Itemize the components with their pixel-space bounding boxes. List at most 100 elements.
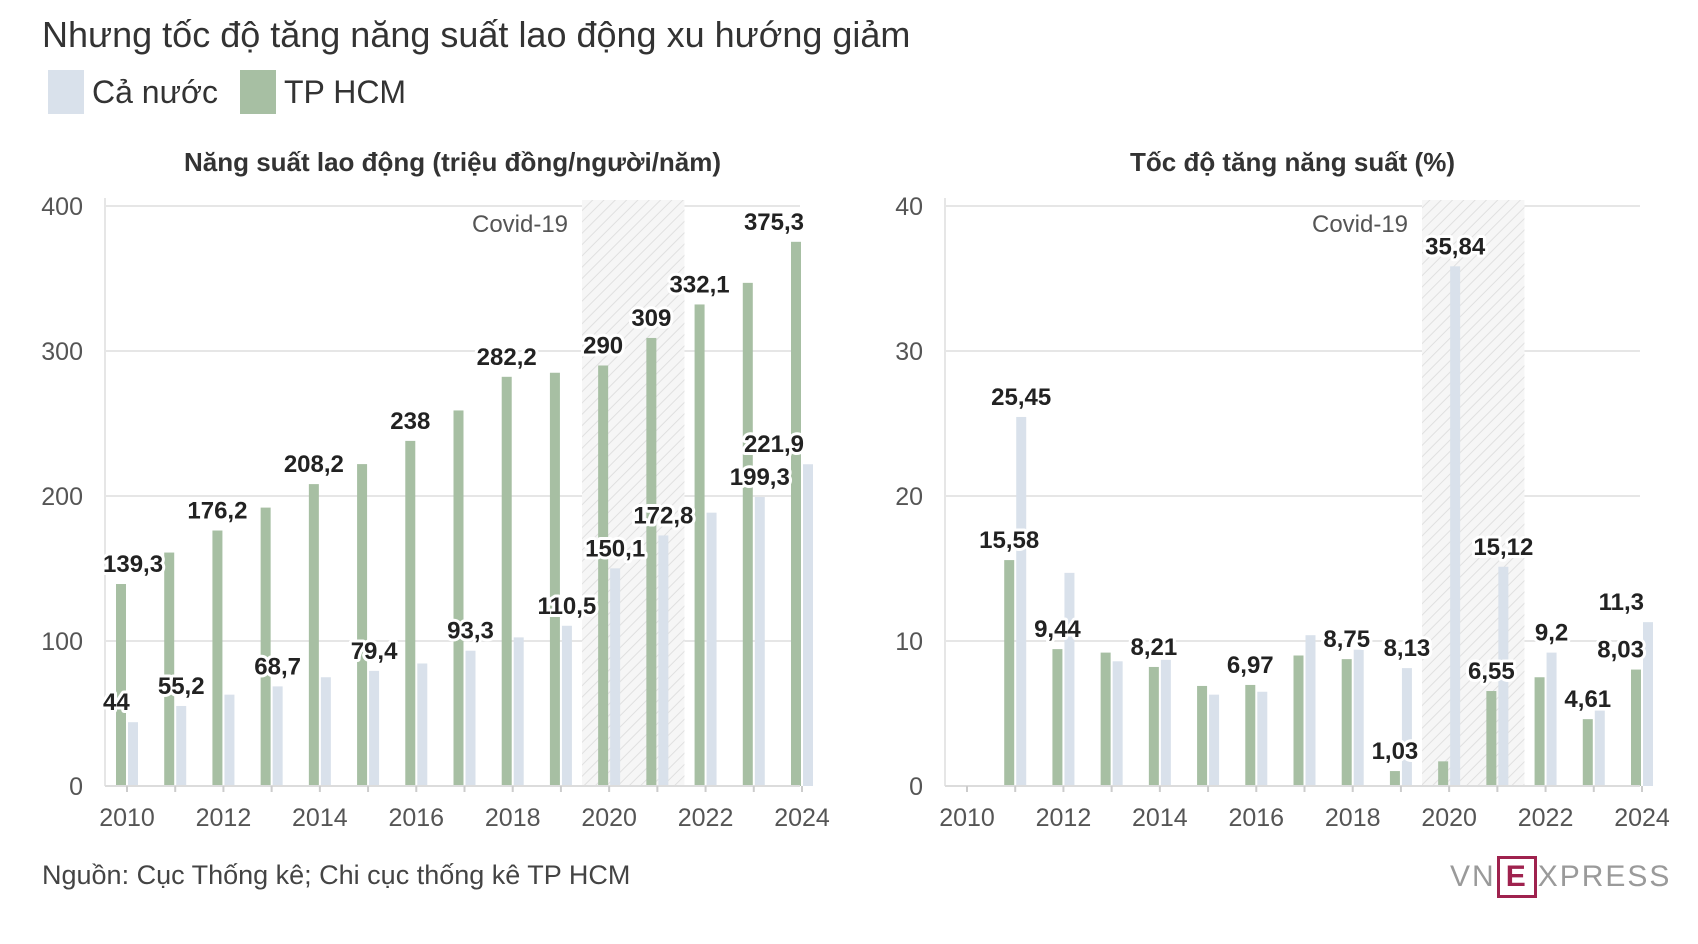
data-label: 9,2 bbox=[1535, 620, 1568, 647]
bar-national-2015 bbox=[369, 670, 380, 786]
bar-national-2022 bbox=[1546, 652, 1557, 786]
bar-national-2017 bbox=[465, 650, 476, 786]
x-tick-label: 2024 bbox=[774, 804, 830, 832]
logo-text-right: XPRESS bbox=[1537, 860, 1672, 893]
source-note: Nguồn: Cục Thống kê; Chi cục thống kê TP… bbox=[42, 860, 631, 890]
data-label: 6,97 bbox=[1227, 652, 1274, 679]
legend-swatch-hcm bbox=[240, 70, 276, 114]
legend-label-hcm: TP HCM bbox=[284, 73, 407, 110]
data-label: 238 bbox=[390, 408, 430, 435]
data-label: 8,13 bbox=[1384, 635, 1431, 662]
data-label: 375,3 bbox=[744, 209, 804, 236]
bar-hcm-2017 bbox=[1293, 655, 1304, 786]
bar-hcm-2016 bbox=[1245, 684, 1256, 786]
bar-hcm-2013 bbox=[260, 507, 271, 786]
vnexpress-logo: VN E XPRESS bbox=[1450, 856, 1671, 898]
covid-band bbox=[1422, 200, 1525, 786]
x-tick-label: 2018 bbox=[485, 804, 541, 832]
bar-hcm-2019 bbox=[1389, 771, 1400, 786]
data-label: 11,3 bbox=[1599, 589, 1644, 616]
y-tick-label: 30 bbox=[895, 338, 923, 366]
x-tick-label: 2010 bbox=[99, 804, 155, 832]
bar-national-2012 bbox=[1064, 572, 1075, 786]
x-tick-label: 2012 bbox=[196, 804, 252, 832]
bar-hcm-2010 bbox=[116, 584, 126, 786]
bar-hcm-2022 bbox=[1534, 677, 1545, 786]
covid-annotation-label: Covid-19 bbox=[472, 211, 568, 238]
legend-swatch-national bbox=[48, 70, 84, 114]
bar-national-2014 bbox=[1160, 659, 1171, 786]
data-label: 221,9 bbox=[744, 431, 804, 458]
legend-label-national: Cả nước bbox=[92, 73, 218, 110]
bar-hcm-2011 bbox=[164, 552, 175, 786]
bar-national-2024 bbox=[803, 464, 813, 786]
bar-national-2015 bbox=[1209, 694, 1220, 786]
y-tick-label: 40 bbox=[895, 193, 923, 221]
x-tick-label: 2012 bbox=[1036, 804, 1092, 832]
bar-hcm-2013 bbox=[1100, 652, 1111, 786]
bar-hcm-2023 bbox=[1582, 719, 1593, 786]
bar-hcm-2015 bbox=[357, 464, 368, 786]
bar-national-2017 bbox=[1305, 635, 1316, 786]
legend-item-hcm: TP HCM bbox=[240, 70, 406, 114]
y-tick-label: 400 bbox=[41, 193, 83, 221]
y-tick-label: 300 bbox=[41, 338, 83, 366]
bar-national-2011 bbox=[1016, 416, 1027, 786]
bar-hcm-2022 bbox=[694, 304, 705, 786]
bar-hcm-2024 bbox=[1631, 669, 1641, 786]
data-label: 110,5 bbox=[538, 593, 597, 620]
bar-hcm-2012 bbox=[212, 530, 223, 786]
bar-national-2011 bbox=[176, 705, 187, 786]
data-label: 176,2 bbox=[187, 498, 247, 525]
data-label: 8,21 bbox=[1130, 634, 1177, 661]
bar-national-2021 bbox=[658, 535, 669, 786]
covid-annotation-label: Covid-19 bbox=[1312, 211, 1408, 238]
bar-hcm-2018 bbox=[1341, 659, 1352, 786]
logo-e-mark: E bbox=[1496, 856, 1537, 898]
bar-national-2020 bbox=[1450, 266, 1461, 786]
bar-hcm-2018 bbox=[501, 376, 512, 786]
x-tick-label: 2014 bbox=[1132, 804, 1188, 832]
y-tick-label: 100 bbox=[41, 628, 83, 656]
bar-hcm-2012 bbox=[1052, 649, 1063, 786]
bar-hcm-2016 bbox=[405, 440, 416, 786]
data-label: 44 bbox=[103, 689, 130, 716]
chart-title-2: Tốc độ tăng năng suất (%) bbox=[1130, 147, 1455, 177]
data-label: 199,3 bbox=[730, 464, 790, 491]
chart-title-1: Năng suất lao động (triệu đồng/người/năm… bbox=[184, 147, 721, 177]
data-label: 4,61 bbox=[1564, 686, 1611, 713]
data-label: 35,84 bbox=[1425, 233, 1486, 260]
x-tick-label: 2016 bbox=[1228, 804, 1284, 832]
bar-national-2022 bbox=[706, 512, 717, 786]
data-label: 68,7 bbox=[254, 653, 301, 680]
data-label: 1,03 bbox=[1372, 738, 1419, 765]
bar-hcm-2019 bbox=[549, 372, 560, 786]
data-label: 332,1 bbox=[670, 271, 730, 298]
bar-national-2021 bbox=[1498, 566, 1509, 786]
data-label: 55,2 bbox=[158, 673, 205, 700]
x-tick-label: 2018 bbox=[1325, 804, 1381, 832]
bar-national-2019 bbox=[561, 625, 572, 786]
y-tick-label: 0 bbox=[69, 773, 83, 801]
bar-national-2018 bbox=[1353, 649, 1364, 786]
y-tick-label: 200 bbox=[41, 483, 83, 511]
bar-national-2016 bbox=[417, 663, 428, 786]
y-tick-label: 0 bbox=[909, 773, 923, 801]
data-label: 8,03 bbox=[1597, 637, 1644, 664]
bar-national-2013 bbox=[272, 686, 283, 786]
data-label: 15,12 bbox=[1473, 534, 1533, 561]
bar-hcm-2024 bbox=[791, 241, 801, 786]
legend-item-national: Cả nước bbox=[48, 70, 218, 114]
x-tick-label: 2020 bbox=[1421, 804, 1477, 832]
data-label: 15,58 bbox=[979, 527, 1039, 554]
chart-subtitle: Nhưng tốc độ tăng năng suất lao động xu … bbox=[42, 14, 911, 55]
bar-hcm-2017 bbox=[453, 410, 464, 786]
data-label: 79,4 bbox=[351, 638, 398, 665]
data-label: 208,2 bbox=[284, 451, 344, 478]
y-tick-label: 10 bbox=[895, 628, 923, 656]
bar-national-2012 bbox=[224, 694, 235, 786]
bar-hcm-2020 bbox=[598, 365, 609, 786]
bar-hcm-2015 bbox=[1197, 685, 1208, 786]
data-label: 9,44 bbox=[1034, 616, 1081, 643]
